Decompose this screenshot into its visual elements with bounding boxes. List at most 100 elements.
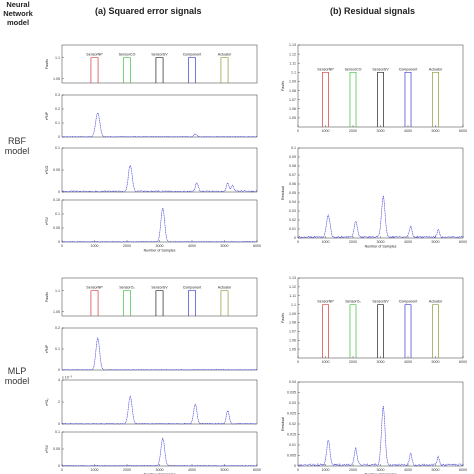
rbf_b_bars-xtick-label: 6000 bbox=[459, 129, 467, 133]
mlp_a_e1-ytick-label: 0.2 bbox=[55, 326, 60, 330]
rbf_a_e2-ytick-label: 0.1 bbox=[55, 146, 60, 150]
column-a-header: (a) Squared error signals bbox=[95, 6, 202, 16]
rbf_b_res-ytick-label: 0.05 bbox=[289, 191, 296, 195]
mlp_a_e3-xtick-label: 1000 bbox=[91, 468, 99, 472]
rbf_a_e3-xlabel: Number of Samples bbox=[144, 249, 176, 253]
fault-bar-label: SensorSV bbox=[151, 286, 168, 290]
mlp_b_bars-xtick-label: 4000 bbox=[404, 360, 412, 364]
mlp_b_bars-frame bbox=[297, 277, 464, 359]
rbf_b_bars-xtick-label: 1000 bbox=[322, 129, 330, 133]
rbf_a_bars-ytick-label: 1.05 bbox=[53, 77, 60, 81]
fault-bar-label: Component bbox=[399, 67, 418, 71]
mlp_b_bars-xtick-label: 3000 bbox=[377, 360, 385, 364]
fault-bar-sensornp bbox=[90, 290, 99, 316]
mlp_b_res-xtick-label: 6000 bbox=[459, 468, 467, 472]
mlp_b_bars-xtick-label: 1000 bbox=[322, 360, 330, 364]
fault-bar-label: SensorNP bbox=[86, 53, 103, 57]
mlp_a_e1-trace bbox=[61, 336, 257, 371]
mlp_b_bars-ytick-label: 1.13 bbox=[289, 276, 296, 280]
rbf_a_e3-ylabel: e²SV bbox=[45, 216, 49, 225]
rbf_a_e3-xtick-label: 0 bbox=[61, 244, 63, 248]
fault-bar-sensorco bbox=[349, 71, 357, 127]
model-column-header: Neural Network model bbox=[3, 0, 33, 27]
fault-bar-label: Actuator bbox=[218, 286, 232, 290]
mlp_a_e2-scale: x 10⁻³ bbox=[62, 376, 73, 380]
mlp_a_bars-ytick-label: 1.1 bbox=[55, 289, 60, 293]
mlp_b_bars-ytick-label: 1.12 bbox=[289, 285, 296, 289]
fault-bar-label: SensorNP bbox=[317, 300, 334, 304]
mlp_b_bars-xtick-label: 2000 bbox=[349, 360, 357, 364]
mlp_b_bars-ytick-label: 1.06 bbox=[289, 338, 296, 342]
mlp_b_res-ytick-label: 0.035 bbox=[287, 391, 296, 395]
fault-bar-label: SensorSV bbox=[372, 300, 389, 304]
rbf_b_bars-ytick-label: 1.13 bbox=[289, 43, 296, 47]
rbf_b_bars-xtick-label: 3000 bbox=[377, 129, 385, 133]
mlp_b_res-ytick-label: 0.01 bbox=[289, 443, 296, 447]
rbf_b_bars-ytick-label: 1.08 bbox=[289, 89, 296, 93]
mlp_a_e3-ylabel: e²SV bbox=[45, 444, 49, 453]
mlp_b_bars-xtick-label: 0 bbox=[297, 360, 299, 364]
fault-bar-sensoro₂ bbox=[349, 304, 357, 358]
mlp_b_res-xtick-label: 2000 bbox=[349, 468, 357, 472]
fault-bar-sensornp bbox=[322, 304, 329, 358]
rbf_a_e3-xtick-label: 5000 bbox=[221, 244, 229, 248]
mlp_b_res-ytick-label: 0 bbox=[294, 464, 296, 468]
mlp_b_bars-ytick-label: 1.07 bbox=[289, 330, 296, 334]
rbf_b_res-ytick-label: 0.07 bbox=[289, 173, 296, 177]
fault-bar-actuator bbox=[432, 304, 439, 358]
mlp_b_res-ytick-label: 0.04 bbox=[289, 380, 296, 384]
rbf_b_res-ytick-label: 0.02 bbox=[289, 218, 296, 222]
fault-bar-actuator bbox=[220, 290, 229, 316]
fault-bar-component bbox=[188, 290, 196, 316]
rbf_b_res-xtick-label: 1000 bbox=[322, 240, 330, 244]
rbf_a_e3-ytick-label: 0 bbox=[58, 240, 60, 244]
mlp_a_e2-ytick-label: 0 bbox=[58, 422, 60, 426]
mlp_a_e1-frame bbox=[61, 327, 258, 371]
fault-bar-sensorsv bbox=[377, 304, 384, 358]
rbf_b_res-ytick-label: 0.09 bbox=[289, 155, 296, 159]
mlp_b_res-trace bbox=[297, 405, 464, 467]
mlp_a_e2-ytick-label: 2 bbox=[58, 400, 60, 404]
mlp_a_e2-trace bbox=[61, 395, 258, 425]
rbf_b_bars-xtick-label: 2000 bbox=[349, 129, 357, 133]
rbf_b_res-xtick-label: 2000 bbox=[349, 240, 357, 244]
fault-bar-label: SensorCO bbox=[119, 53, 136, 57]
rbf_a_e2-trace bbox=[61, 164, 258, 193]
mlp_b_bars-ylabel: Faults bbox=[281, 313, 285, 323]
rbf_b_res-xtick-label: 4000 bbox=[404, 240, 412, 244]
rbf_a_e3-xtick-label: 3000 bbox=[156, 244, 164, 248]
mlp_b_res-frame bbox=[297, 381, 464, 467]
rbf_b_res-xtick-label: 5000 bbox=[432, 240, 440, 244]
mlp_b_res-xtick-label: 1000 bbox=[322, 468, 330, 472]
fault-bar-label: Component bbox=[399, 300, 418, 304]
rbf_b_res-ytick-label: 0.03 bbox=[289, 209, 296, 213]
rbf_a_e1-ytick-label: 0.2 bbox=[55, 107, 60, 111]
rbf_b_bars-ylabel: Faults bbox=[281, 81, 285, 91]
fault-bar-actuator bbox=[220, 57, 229, 83]
mlp_a_e3-xtick-label: 5000 bbox=[221, 468, 229, 472]
rbf_b_bars-ytick-label: 1.09 bbox=[289, 80, 296, 84]
rbf_a_bars-ylabel: Faults bbox=[45, 59, 49, 69]
rbf_a_e3-xtick-label: 4000 bbox=[188, 244, 196, 248]
fault-bar-sensornp bbox=[90, 57, 99, 83]
rbf_b_bars-ytick-label: 1.11 bbox=[289, 61, 296, 65]
mlp_a_e3-ytick-label: 0.1 bbox=[55, 430, 60, 434]
fault-bar-label: Actuator bbox=[429, 300, 443, 304]
mlp_a_e3-ytick-label: 0 bbox=[58, 464, 60, 468]
rbf_b_bars-ytick-label: 1.07 bbox=[289, 98, 296, 102]
mlp_a_e3-xtick-label: 6000 bbox=[253, 468, 261, 472]
fault-bar-actuator bbox=[432, 71, 439, 127]
rbf_b_bars-ytick-label: 1.05 bbox=[289, 116, 296, 120]
mlp_b_bars-ytick-label: 1.08 bbox=[289, 321, 296, 325]
rbf_a_e3-trace bbox=[61, 206, 258, 243]
fault-bar-component bbox=[404, 304, 412, 358]
mlp_a_e2-frame bbox=[61, 379, 258, 425]
fault-bar-label: SensorSV bbox=[151, 53, 168, 57]
rbf_a_e1-ytick-label: 0.3 bbox=[55, 93, 60, 97]
rbf_b_res-xtick-label: 3000 bbox=[377, 240, 385, 244]
mlp_a_e3-trace bbox=[61, 437, 258, 467]
fault-bar-sensoro₂ bbox=[123, 290, 131, 316]
mlp_a_e3-xlabel: Number of Samples bbox=[144, 473, 176, 474]
rbf_b_res-xlabel: Number of Samples bbox=[365, 245, 397, 249]
